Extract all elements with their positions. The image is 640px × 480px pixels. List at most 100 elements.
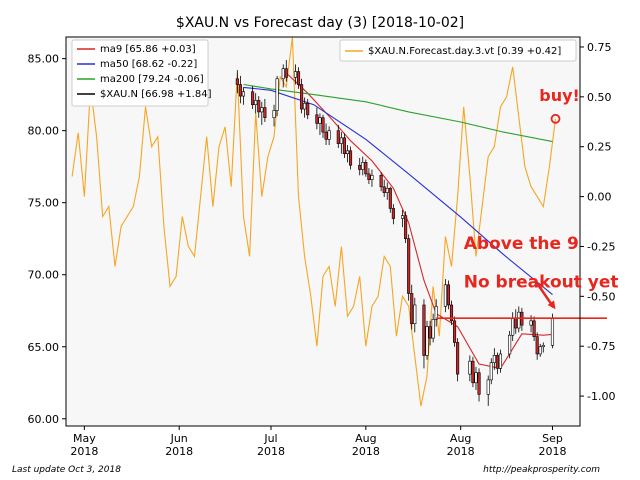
candle-body [321, 117, 325, 133]
legend-entry: ma9 [65.86 +0.03] [100, 44, 196, 55]
candle-55 [477, 368, 481, 402]
candle-body [529, 320, 533, 326]
candle-body [364, 162, 368, 175]
candle-7 [263, 98, 267, 123]
y2-tick-label: -0.75 [587, 340, 615, 353]
candle-body [471, 360, 475, 384]
legend-layer: ma9 [65.86 +0.03] ma50 [68.62 -0.22] ma200… [71, 39, 577, 107]
candle-64 [517, 306, 521, 333]
candle-body [492, 355, 496, 363]
series-line-0 [285, 72, 553, 370]
y-tick-label: 80.00 [28, 125, 60, 138]
candle-body [456, 342, 460, 375]
candle-52 [468, 355, 472, 382]
candle-body [345, 150, 350, 154]
candle-31 [370, 169, 374, 187]
candle-body [508, 334, 512, 355]
x-tick-label: Aug [450, 432, 471, 445]
buy-marker-circle [550, 113, 561, 124]
legend-entry: ma50 [68.62 -0.22] [100, 59, 197, 70]
candle-body [260, 107, 264, 113]
candle-15 [303, 97, 307, 118]
candle-body [449, 304, 454, 322]
candle-61 [508, 330, 512, 359]
candle-body [327, 130, 331, 140]
candle-body [477, 372, 481, 395]
candle-21 [327, 126, 331, 146]
candle-14 [300, 78, 304, 114]
candle-26 [348, 146, 353, 170]
candle-body [306, 102, 310, 116]
candle-34 [385, 182, 389, 200]
candle-27 [358, 158, 362, 176]
candle-body [511, 317, 515, 336]
candle-body [407, 238, 411, 294]
candle-36 [391, 204, 395, 225]
candle-60 [498, 349, 503, 373]
candle-body [550, 317, 555, 346]
candle-37 [400, 209, 405, 228]
candle-body [425, 326, 429, 356]
candle-body [498, 353, 503, 369]
candle-body [517, 311, 521, 329]
candle-39 [407, 234, 411, 301]
candle-body [315, 114, 319, 124]
legend-box-right [339, 39, 577, 62]
candle-body [238, 84, 242, 97]
candle-body [272, 110, 276, 118]
candle-22 [336, 124, 340, 148]
candle-body [254, 100, 258, 106]
candle-body [257, 100, 261, 113]
candle-body [391, 208, 395, 219]
candle-body [379, 175, 383, 188]
candle-body [358, 164, 362, 170]
candle-30 [367, 168, 371, 184]
candle-54 [474, 366, 478, 390]
candle-10 [281, 64, 285, 88]
annotation-above-nine: Above the 9 [464, 234, 579, 254]
candle-body [468, 360, 472, 375]
candle-body [342, 137, 346, 155]
x-tick-label: Jul [263, 432, 277, 445]
candle-18 [318, 113, 322, 135]
candle-body [336, 130, 340, 144]
candle-body [489, 362, 493, 381]
x-tick-label: Aug [355, 432, 376, 445]
candle-body [514, 317, 518, 329]
candle-body [382, 186, 386, 193]
candle-body [532, 320, 536, 337]
candle-body [370, 175, 374, 180]
candle-body [275, 78, 279, 111]
annotation-no-breakout: No breakout yet [464, 273, 619, 293]
y-tick-label: 70.00 [28, 269, 60, 282]
y2-tick-label: 0.00 [587, 191, 612, 204]
candle-body [428, 326, 432, 339]
candle-body [404, 215, 408, 240]
candle-body [339, 137, 343, 144]
candle-49 [449, 300, 454, 326]
candle-70 [541, 342, 545, 353]
annotation-layer: buy! Above the 9 No breakout yet [464, 86, 619, 310]
candle-47 [443, 279, 447, 313]
candle-38 [404, 211, 408, 244]
candle-body [361, 162, 365, 170]
candle-16 [306, 98, 310, 120]
x-tick-label: 2018 [70, 445, 98, 458]
y2-tick-label: 0.25 [587, 141, 612, 154]
candle-body [385, 187, 389, 193]
footer-url[interactable]: http://peakprosperity.com [483, 465, 600, 475]
candle-11 [284, 60, 288, 82]
y2-tick-label: -0.25 [587, 240, 615, 253]
candle-20 [324, 123, 328, 146]
y2-tick-label: 0.75 [587, 41, 612, 54]
candle-8 [272, 104, 276, 127]
candle-body [453, 320, 457, 343]
y2-tick-label: -0.50 [587, 290, 615, 303]
candle-body [324, 131, 328, 140]
series-line-3 [71, 36, 557, 407]
x-tick-label: Jun [170, 432, 188, 445]
candle-3 [251, 85, 255, 110]
candle-4 [254, 93, 258, 114]
candle-body [495, 355, 499, 369]
